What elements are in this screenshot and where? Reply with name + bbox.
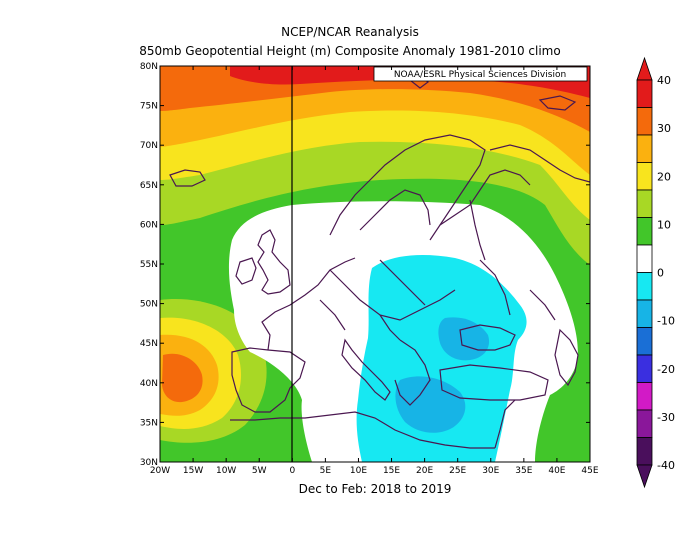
longitude-labels: 20W 15W 10W 5W 0 5E 10E 15E 20E 25E 30E 35E 40E 45E <box>150 66 599 476</box>
colorbar-top-arrow <box>636 56 653 81</box>
lat-label: 50N <box>140 300 158 310</box>
colorbar: 40 30 20 10 0 -10 -20 -30 -40 <box>636 56 675 489</box>
colorbar-segment <box>636 299 653 328</box>
lon-label: 15E <box>383 466 400 476</box>
colorbar-segment <box>636 134 653 163</box>
colorbar-label: 10 <box>657 218 671 231</box>
colorbar-segment <box>636 409 653 438</box>
lat-label: 60N <box>140 220 158 230</box>
lat-label: 55N <box>140 260 158 270</box>
lat-label: 40N <box>140 379 158 389</box>
atlantic-blob-orange-red <box>162 353 203 403</box>
lon-label: 5E <box>320 466 332 476</box>
lon-label: 30E <box>482 466 499 476</box>
period-label: Dec to Feb: 2018 to 2019 <box>298 482 452 496</box>
title-line-1: NCEP/NCAR Reanalysis <box>281 25 419 39</box>
lat-label: 45N <box>140 339 158 349</box>
lat-label: 30N <box>140 458 158 468</box>
lon-label: 25E <box>449 466 466 476</box>
lon-label: 20W <box>150 466 170 476</box>
colorbar-segment <box>636 354 653 383</box>
lat-label: 65N <box>140 181 158 191</box>
lon-label: 40E <box>548 466 565 476</box>
colorbar-segment <box>636 382 653 411</box>
colorbar-label: 30 <box>657 122 671 135</box>
colorbar-label: 40 <box>657 74 671 87</box>
negative-blue-core-south <box>395 376 466 433</box>
lat-label: 80N <box>140 62 158 72</box>
anomaly-field <box>160 66 590 462</box>
lon-label: 5W <box>252 466 267 476</box>
coastlines <box>169 75 590 449</box>
lon-label: 20E <box>416 466 433 476</box>
lon-label: 15W <box>183 466 203 476</box>
colorbar-label: 0 <box>657 267 664 280</box>
lon-label: 35E <box>515 466 532 476</box>
lon-label: 45E <box>581 466 598 476</box>
title-line-2: 850mb Geopotential Height (m) Composite … <box>139 44 561 58</box>
colorbar-segment <box>636 272 653 301</box>
colorbar-segment <box>636 437 653 466</box>
colorbar-segment <box>636 189 653 218</box>
colorbar-label: -40 <box>657 459 675 472</box>
lat-label: 70N <box>140 141 158 151</box>
lon-label: 10E <box>350 466 367 476</box>
colorbar-segment <box>636 217 653 246</box>
colorbar-label: -20 <box>657 363 675 376</box>
colorbar-segment <box>636 327 653 356</box>
lon-label: 0 <box>289 466 295 476</box>
colorbar-bottom-arrow <box>636 464 653 489</box>
colorbar-label: 20 <box>657 170 671 183</box>
colorbar-label: -30 <box>657 411 675 424</box>
source-label: NOAA/ESRL Physical Sciences Division <box>394 70 566 80</box>
lon-label: 10W <box>216 466 236 476</box>
colorbar-segment <box>636 162 653 191</box>
source-label-box <box>373 66 588 82</box>
colorbar-label: -10 <box>657 315 675 328</box>
colorbar-segment <box>636 107 653 136</box>
latitude-labels: 80N 75N 70N 65N 60N 55N 50N 45N 40N 35N 30N <box>140 62 590 468</box>
colorbar-segment <box>636 244 653 273</box>
colorbar-segment <box>636 79 653 108</box>
lat-label: 75N <box>140 102 158 112</box>
lat-label: 35N <box>140 418 158 428</box>
